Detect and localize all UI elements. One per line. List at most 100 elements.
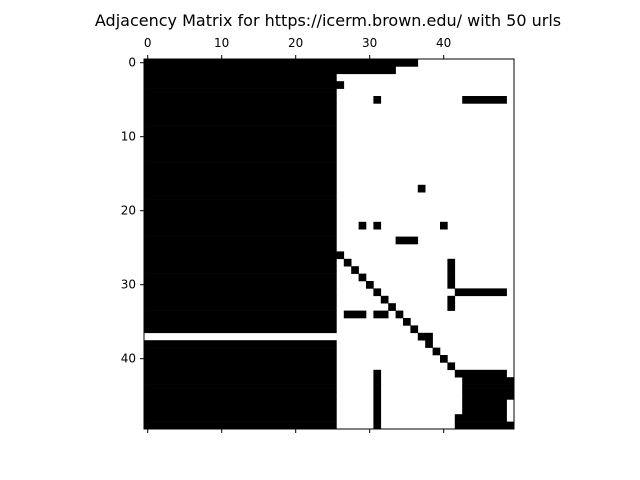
matrix-cell	[144, 110, 337, 119]
y-tick-label: 40	[121, 352, 136, 366]
matrix-cell	[144, 392, 337, 400]
y-tick-label: 10	[121, 130, 136, 144]
matrix-cell	[373, 392, 382, 400]
matrix-cell	[144, 310, 337, 319]
matrix-cell	[358, 273, 367, 282]
matrix-cell	[144, 355, 337, 363]
matrix-cell	[373, 369, 382, 378]
matrix-cell	[373, 288, 382, 297]
matrix-cell	[447, 281, 456, 289]
matrix-cell	[144, 325, 337, 334]
matrix-cell	[144, 273, 337, 282]
matrix-cell	[144, 59, 419, 67]
x-tick-label-top: 20	[288, 36, 303, 50]
matrix-cell	[440, 355, 448, 363]
matrix-cell	[380, 295, 389, 304]
matrix-cell	[144, 192, 337, 200]
matrix-cell	[144, 266, 337, 274]
matrix-cell	[373, 310, 389, 319]
matrix-cell	[144, 73, 337, 82]
matrix-cell	[144, 88, 337, 97]
matrix-cell	[144, 340, 337, 348]
matrix-cell	[417, 184, 426, 193]
matrix-cell	[454, 369, 507, 378]
matrix-cell	[388, 303, 396, 311]
matrix-cell	[144, 251, 345, 260]
matrix-cell	[144, 103, 337, 112]
matrix-cell	[447, 303, 456, 311]
matrix-cell	[144, 177, 337, 186]
matrix-cell	[454, 414, 507, 422]
matrix-cell	[403, 318, 411, 326]
axis-ticks: 0 10 20 30 40 0 10 20 30 40	[121, 36, 451, 433]
matrix-cell	[144, 318, 337, 326]
matrix-cell	[144, 140, 337, 149]
matrix-cell	[373, 221, 382, 230]
matrix-cell	[144, 236, 337, 245]
matrix-cell	[144, 406, 337, 415]
matrix-cell	[144, 244, 337, 252]
matrix-cell	[373, 414, 382, 422]
chart-title: Adjacency Matrix for https://icerm.brown…	[95, 11, 561, 30]
matrix-cell	[454, 288, 507, 297]
x-tick-label-top: 40	[436, 36, 451, 50]
matrix-cell	[395, 310, 404, 319]
plot-frame	[143, 58, 515, 430]
matrix-cells	[144, 59, 515, 430]
matrix-cell	[447, 258, 456, 267]
matrix-cell	[144, 155, 337, 163]
matrix-cell	[447, 295, 456, 304]
matrix-cell	[144, 303, 337, 311]
matrix-cell	[144, 229, 337, 237]
matrix-cell	[462, 384, 515, 393]
matrix-cell	[144, 162, 337, 171]
matrix-cell	[144, 384, 337, 393]
matrix-cell	[343, 258, 352, 267]
matrix-cell	[144, 347, 337, 356]
matrix-cell	[373, 399, 382, 408]
matrix-cell	[373, 406, 382, 415]
matrix-cell	[358, 221, 367, 230]
matrix-cell	[462, 406, 507, 415]
y-tick-label: 30	[121, 278, 136, 292]
matrix-cell	[144, 295, 337, 304]
matrix-cell	[410, 325, 419, 334]
y-tick-label: 20	[121, 204, 136, 218]
matrix-cell	[144, 414, 337, 422]
matrix-cell	[144, 118, 337, 126]
matrix-cell	[417, 332, 433, 341]
matrix-cell	[144, 147, 337, 156]
matrix-cell	[144, 362, 337, 371]
y-tick-label: 0	[128, 56, 136, 70]
matrix-cell	[366, 281, 374, 289]
matrix-cell	[144, 369, 337, 378]
matrix-cell	[447, 273, 456, 282]
matrix-cell	[351, 266, 359, 274]
matrix-cell	[144, 399, 337, 408]
matrix-cell	[144, 96, 337, 104]
matrix-cell	[144, 421, 337, 430]
matrix-cell	[447, 362, 456, 371]
matrix-cell	[373, 421, 382, 430]
matrix-cell	[373, 377, 382, 385]
matrix-cell	[144, 184, 337, 193]
matrix-cell	[144, 281, 337, 289]
x-tick-label-top: 10	[214, 36, 229, 50]
matrix-cell	[343, 310, 367, 319]
matrix-cell	[144, 214, 337, 223]
matrix-cell	[144, 199, 337, 208]
matrix-cell	[395, 236, 419, 245]
matrix-cell	[144, 81, 345, 89]
x-tick-label-top: 0	[144, 36, 152, 50]
matrix-cell	[144, 221, 337, 230]
matrix-cell	[373, 384, 382, 393]
matrix-cell	[144, 207, 337, 215]
matrix-cell	[373, 96, 382, 104]
matrix-cell	[432, 347, 441, 356]
matrix-cell	[462, 392, 515, 400]
matrix-cell	[144, 377, 337, 385]
matrix-cell	[144, 258, 337, 267]
matrix-cell	[144, 125, 337, 134]
matrix-cell	[454, 421, 515, 430]
